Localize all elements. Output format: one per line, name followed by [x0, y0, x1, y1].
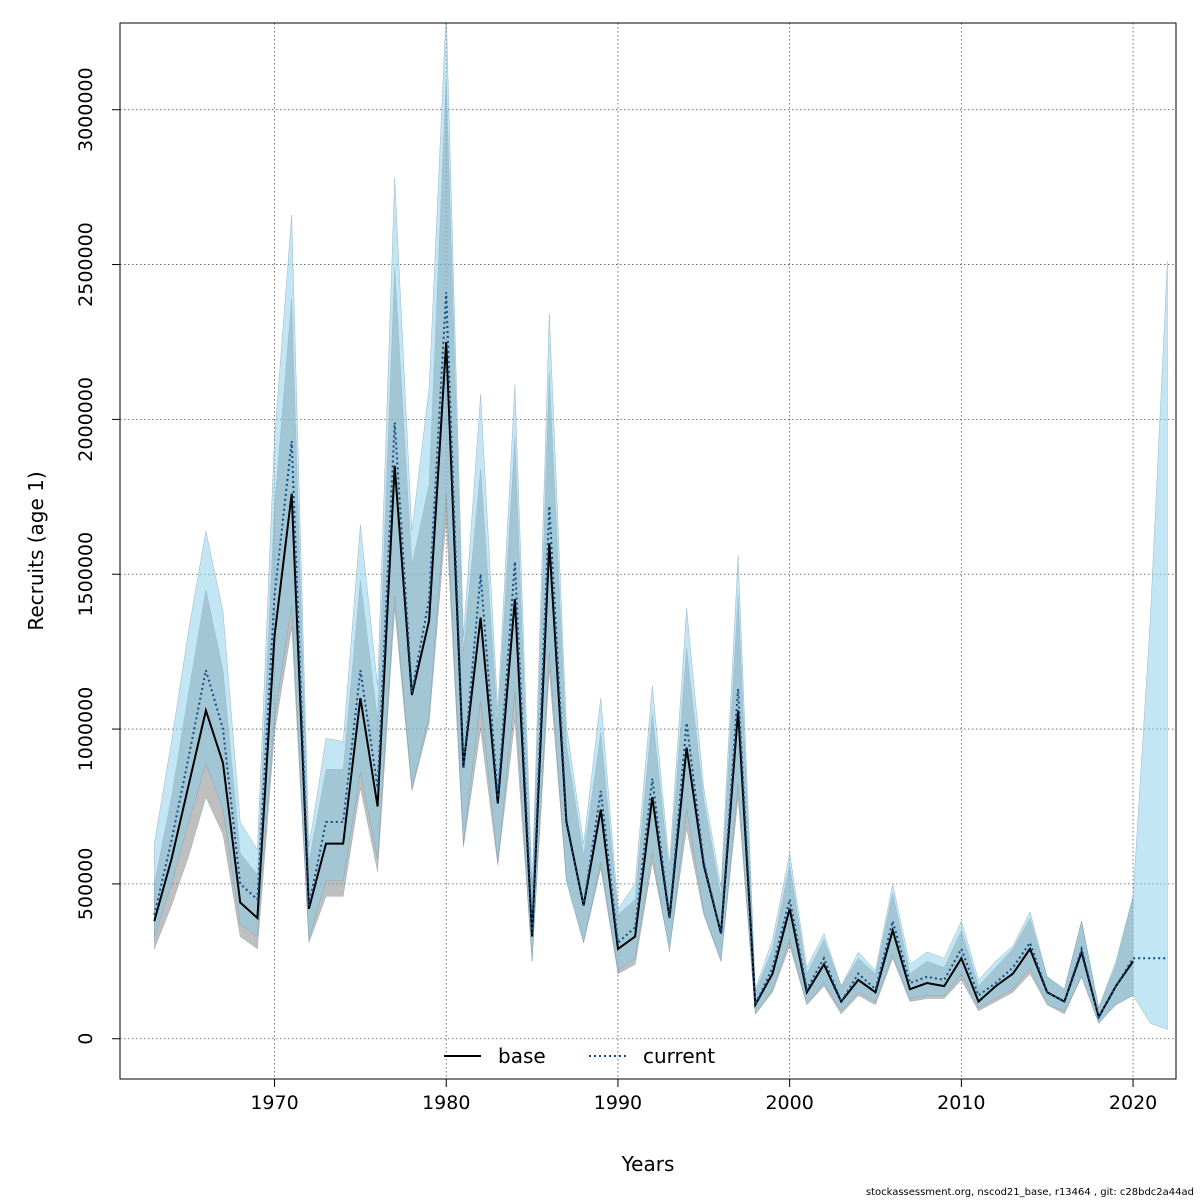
y-tick-label-500000: 500000 — [75, 848, 97, 921]
line-base — [153, 341, 1134, 1020]
x-tick-label-1970: 1970 — [250, 1092, 298, 1114]
x-axis-title: Years — [621, 1152, 675, 1176]
x-axis: 1970 1980 1990 2000 2010 2020 — [250, 1079, 1157, 1114]
y-tick-label-2000000: 2000000 — [75, 377, 97, 462]
x-tick-label-2020: 2020 — [1109, 1092, 1157, 1114]
legend: base current — [444, 1044, 715, 1068]
series-lines — [153, 292, 1168, 1020]
x-tick-label-1990: 1990 — [594, 1092, 642, 1114]
plot-frame — [119, 22, 1177, 1080]
y-tick-label-2500000: 2500000 — [75, 222, 97, 307]
y-tick-label-0: 0 — [75, 1033, 97, 1045]
y-axis: 0 500000 1000000 1500000 2000000 2500000 30000… — [75, 67, 120, 1045]
y-tick-label-3000000: 3000000 — [75, 67, 97, 152]
y-tick-label-1500000: 1500000 — [75, 532, 97, 617]
legend-base-label: base — [498, 1044, 546, 1068]
x-tick-label-2000: 2000 — [765, 1092, 813, 1114]
x-tick-label-1980: 1980 — [422, 1092, 470, 1114]
legend-current-label: current — [643, 1044, 715, 1068]
footer-credit: stockassessment.org, nscod21_base, r1346… — [865, 1187, 1194, 1198]
band-current — [154, 23, 1168, 1030]
y-tick-label-1000000: 1000000 — [75, 687, 97, 772]
line-current — [153, 292, 1168, 1020]
y-axis-title: Recruits (age 1) — [24, 471, 48, 630]
confidence-bands — [154, 23, 1168, 1030]
x-tick-label-2010: 2010 — [937, 1092, 985, 1114]
